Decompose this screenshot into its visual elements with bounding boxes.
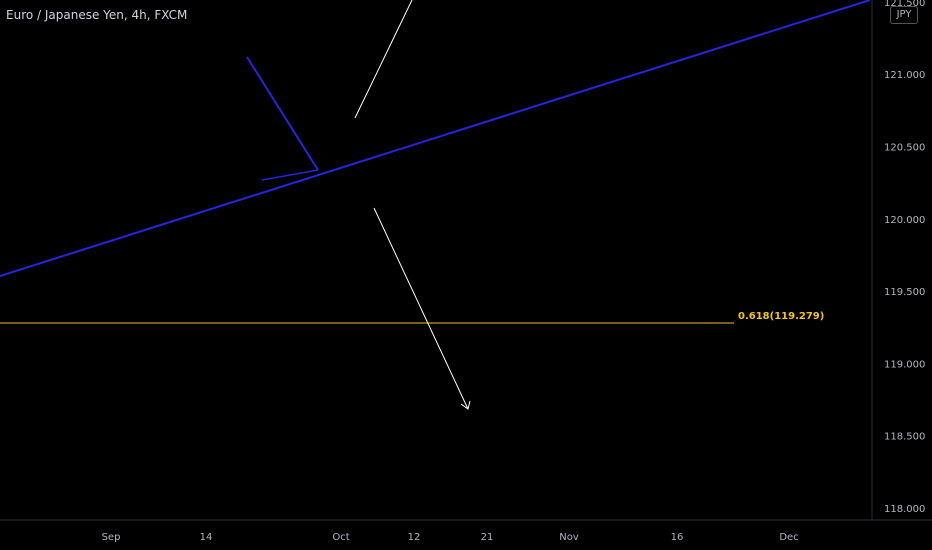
time-tick-label: 12: [408, 532, 421, 543]
trendlines: [0, 0, 871, 277]
time-tick-label: 16: [671, 532, 684, 543]
price-axis[interactable]: 118.000 118.500 119.000 119.500 120.000 120.5…: [884, 0, 925, 515]
price-tick-label: 119.000: [884, 359, 925, 370]
price-tick-label: 118.500: [884, 432, 925, 443]
up-projection-line: [354, 0, 413, 119]
wedge-base-line: [261, 169, 319, 181]
chart-title: Euro / Japanese Yen, 4h, FXCM: [6, 8, 188, 22]
fib-labels: 0.382(123.184)0.382(122.272)0.618(119.27…: [738, 311, 824, 322]
time-tick-label: Oct: [332, 532, 349, 543]
price-tick-label: 120.000: [884, 215, 925, 226]
down-projection-arrow: [373, 207, 469, 410]
descending-trendline: [246, 56, 319, 171]
price-tick-label: 118.000: [884, 504, 925, 515]
time-tick-label: Nov: [559, 532, 579, 543]
time-tick-label: 21: [481, 532, 494, 543]
price-tick-label: 120.500: [884, 143, 925, 154]
time-tick-label: 14: [200, 532, 213, 543]
time-tick-label: Dec: [779, 532, 798, 543]
ascending-trendline: [0, 0, 871, 277]
price-tick-label: 121.000: [884, 70, 925, 81]
time-axis[interactable]: Sep 14 Oct 12 21 Nov 16 Dec: [102, 532, 799, 543]
horizontal-levels: [0, 322, 734, 324]
time-tick-label: Sep: [102, 532, 121, 543]
level-label-3: 0.618(119.279): [738, 311, 824, 322]
price-tick-label: 119.500: [884, 287, 925, 298]
currency-button[interactable]: JPY: [890, 6, 918, 24]
down-arrow-head: [460, 400, 471, 410]
price-tick-label: 121.500: [884, 0, 925, 9]
projection-arrows: [354, 0, 471, 410]
